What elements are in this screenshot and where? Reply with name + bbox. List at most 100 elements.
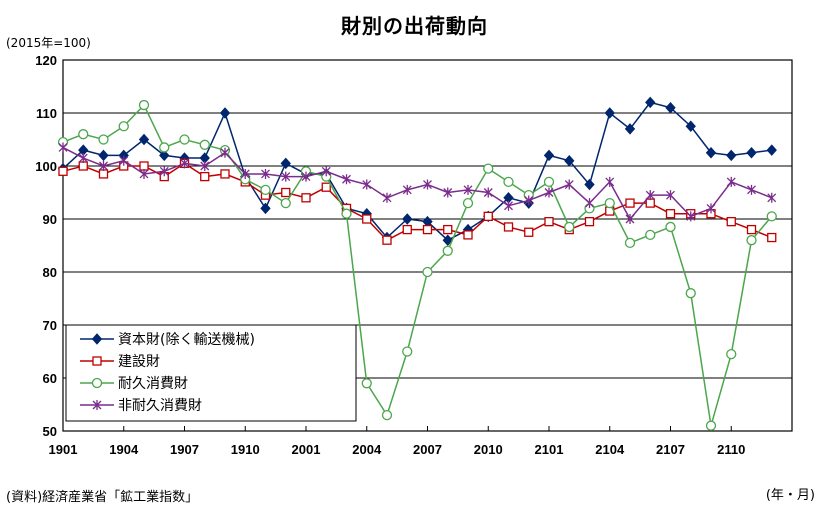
data-point	[645, 198, 655, 208]
data-point	[92, 400, 102, 410]
data-point	[564, 179, 574, 190]
data-point	[726, 348, 737, 360]
data-point	[159, 166, 169, 177]
data-point	[321, 166, 331, 177]
data-point	[280, 157, 291, 170]
legend-label: 資本財(除く輸送機械)	[118, 332, 255, 348]
data-point	[382, 235, 392, 245]
data-point	[584, 216, 595, 227]
y-tick-label: 60	[43, 371, 57, 386]
data-point	[503, 222, 514, 232]
data-point	[483, 163, 494, 174]
data-point	[321, 182, 331, 192]
x-tick-label: 1904	[109, 442, 139, 457]
data-point	[645, 190, 655, 201]
data-point	[624, 237, 636, 249]
legend-item: 耐久消費財	[80, 376, 188, 392]
series-2	[58, 158, 777, 245]
data-point	[726, 216, 736, 227]
data-point	[766, 144, 777, 156]
data-point	[604, 197, 615, 209]
data-point	[159, 149, 170, 162]
data-point	[58, 166, 68, 176]
legend-label: 非耐久消費財	[118, 398, 202, 414]
y-unit-label: (2015年=100)	[6, 36, 91, 50]
data-point	[402, 224, 412, 235]
data-point	[260, 184, 271, 196]
data-point	[78, 129, 89, 140]
x-tick-label: 2104	[595, 442, 625, 457]
data-point	[78, 153, 88, 164]
data-point	[767, 232, 777, 243]
data-point	[665, 209, 676, 219]
data-point	[746, 224, 757, 235]
series-3	[57, 99, 777, 431]
data-point	[381, 409, 393, 421]
data-point	[261, 168, 270, 179]
data-point	[462, 197, 474, 209]
data-point	[625, 214, 635, 224]
data-point	[544, 216, 554, 227]
legend-box	[65, 324, 357, 422]
data-point	[747, 184, 756, 195]
data-point	[503, 176, 514, 188]
data-point	[180, 158, 189, 169]
data-point	[240, 168, 250, 179]
data-point	[564, 154, 575, 167]
data-point	[483, 187, 493, 198]
data-point	[746, 235, 757, 246]
legend-item: 非耐久消費財	[80, 398, 202, 414]
data-point	[138, 133, 150, 146]
data-point	[422, 224, 433, 235]
data-point	[99, 161, 108, 171]
data-point	[361, 378, 372, 389]
data-point	[705, 147, 717, 159]
x-tick-label: 2010	[474, 442, 503, 457]
data-point	[443, 224, 453, 235]
data-point	[685, 288, 696, 299]
data-point	[119, 155, 129, 166]
data-point	[423, 179, 432, 190]
data-point	[766, 211, 777, 222]
data-point	[301, 193, 311, 203]
data-point	[442, 245, 453, 256]
data-point	[564, 221, 575, 233]
data-point	[118, 121, 129, 132]
x-tick-label: 2007	[413, 442, 442, 457]
data-point	[706, 203, 716, 214]
y-tick-label: 70	[43, 318, 57, 333]
data-point	[605, 176, 615, 187]
data-point	[543, 176, 555, 188]
data-point	[159, 142, 170, 153]
data-point	[685, 120, 696, 132]
data-point	[726, 149, 737, 162]
data-point	[645, 96, 656, 109]
x-tick-label: 2004	[352, 442, 382, 457]
data-point	[342, 174, 351, 185]
y-tick-label: 80	[43, 265, 57, 280]
data-point	[705, 420, 717, 431]
data-point	[604, 107, 615, 119]
data-point	[200, 161, 210, 171]
y-tick-label: 90	[43, 212, 57, 227]
data-point	[98, 149, 109, 162]
data-point	[443, 187, 453, 198]
y-tick-label: 110	[36, 106, 57, 121]
series-lines	[57, 96, 777, 431]
data-point	[200, 171, 210, 182]
data-point	[585, 198, 594, 209]
data-point	[138, 99, 150, 111]
data-point	[504, 200, 513, 211]
data-point	[767, 192, 777, 203]
data-point	[402, 346, 413, 357]
data-point	[665, 101, 676, 114]
x-tick-label: 1907	[170, 442, 199, 457]
data-point	[98, 134, 109, 145]
legend-item: 建設財	[80, 354, 160, 370]
series-line	[62, 146, 773, 221]
x-tick-label: 2110	[717, 442, 745, 457]
data-point	[219, 107, 231, 119]
x-tick-label: 2107	[656, 442, 685, 457]
